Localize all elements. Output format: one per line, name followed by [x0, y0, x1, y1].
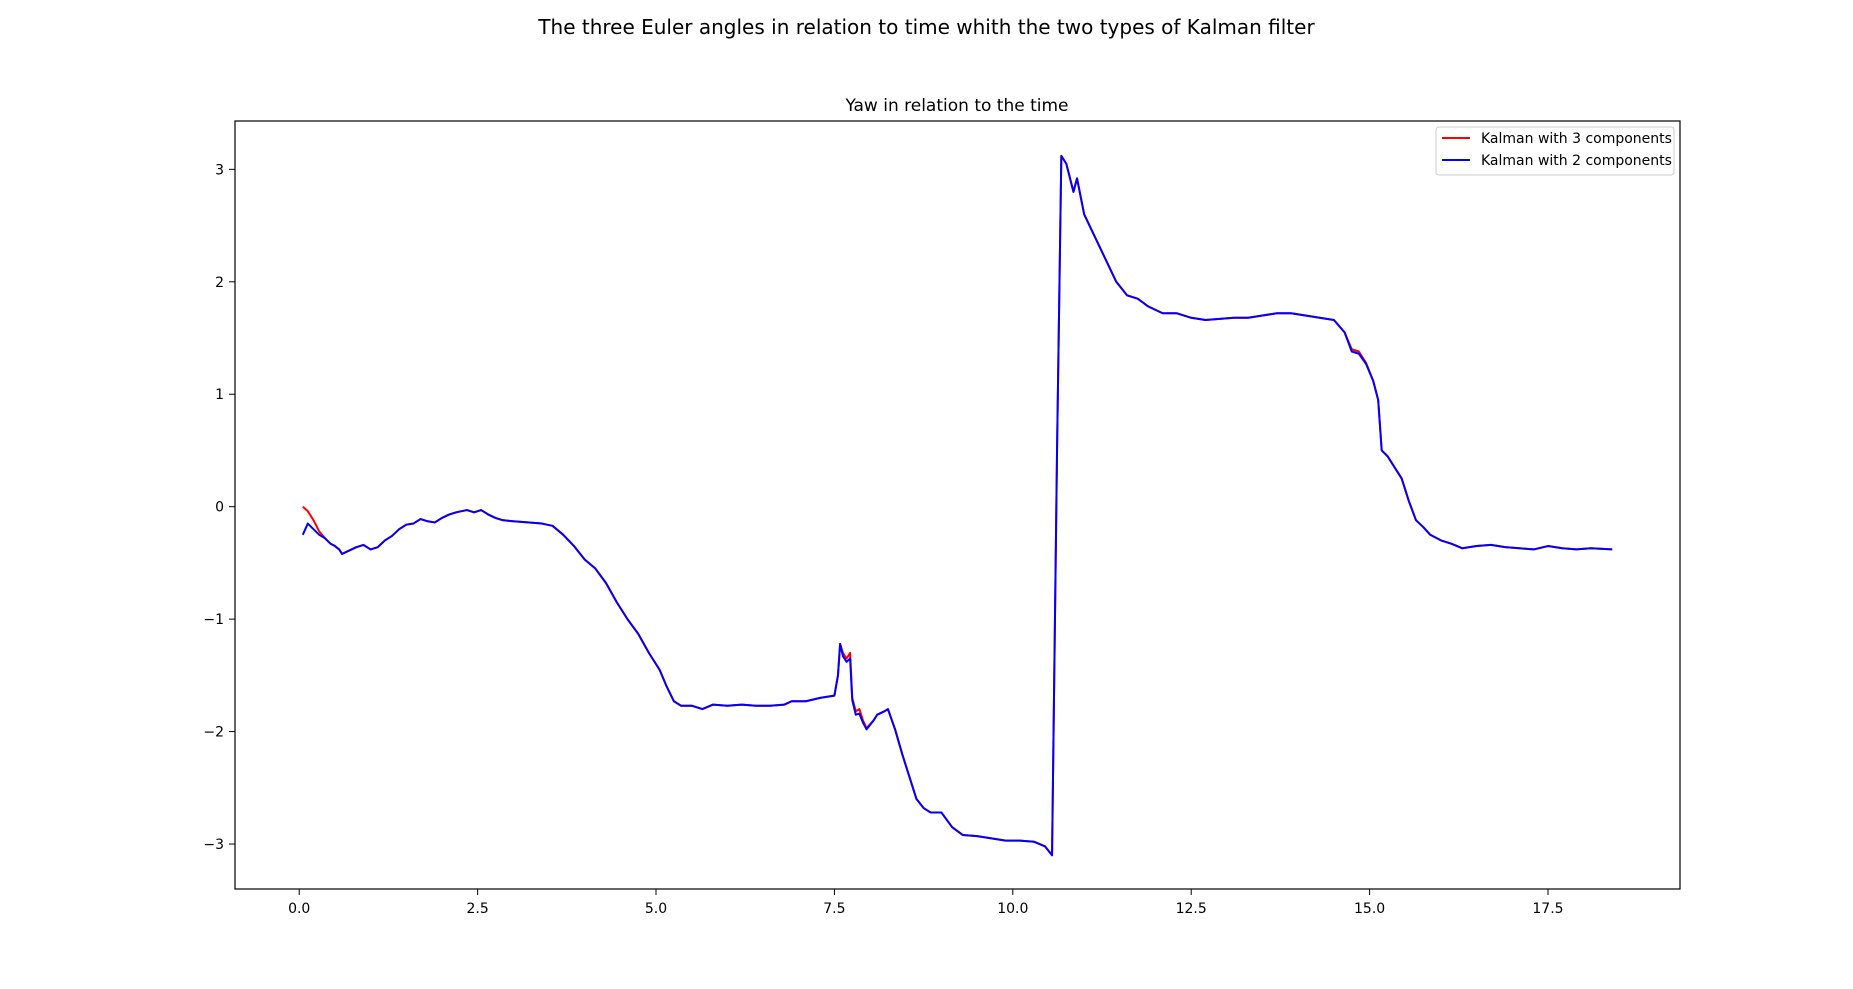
- series-line-kalman-3: [302, 154, 1613, 857]
- axes-title: Yaw in relation to the time: [844, 96, 1068, 116]
- yaw-axes: Yaw in relation to the time 0.0 2.5 5.0 7.5…: [203, 96, 1681, 917]
- x-ticks: 0.0 2.5 5.0 7.5 10.0 12.5 15.0 17.5: [288, 889, 1564, 917]
- y-tick-label: −3: [203, 837, 224, 853]
- y-tick-label: 2: [215, 275, 224, 291]
- x-tick-label: 10.0: [997, 901, 1028, 917]
- y-tick-label: 1: [215, 387, 224, 403]
- x-tick-label: 15.0: [1354, 901, 1385, 917]
- x-tick-label: 0.0: [288, 901, 310, 917]
- series-line-kalman-2: [301, 154, 1613, 857]
- y-tick-label: 0: [215, 500, 224, 516]
- y-ticks: −3 −2 −1 0 1 2 3: [203, 162, 235, 853]
- legend-label-kalman-3: Kalman with 3 components: [1481, 131, 1672, 147]
- axes-frame: [234, 120, 1681, 890]
- x-tick-label: 2.5: [466, 901, 488, 917]
- y-tick-label: 3: [215, 162, 224, 178]
- series-layer: [301, 154, 1613, 857]
- legend: Kalman with 3 components Kalman with 2 c…: [1435, 126, 1675, 176]
- x-tick-label: 5.0: [645, 901, 667, 917]
- legend-frame: [1435, 126, 1675, 176]
- x-tick-label: 7.5: [823, 901, 845, 917]
- x-tick-label: 12.5: [1176, 901, 1207, 917]
- figure-suptitle: The three Euler angles in relation to ti…: [537, 15, 1315, 39]
- y-tick-label: −2: [203, 725, 224, 741]
- y-tick-label: −1: [203, 612, 224, 628]
- x-tick-label: 17.5: [1532, 901, 1563, 917]
- legend-label-kalman-2: Kalman with 2 components: [1481, 153, 1672, 169]
